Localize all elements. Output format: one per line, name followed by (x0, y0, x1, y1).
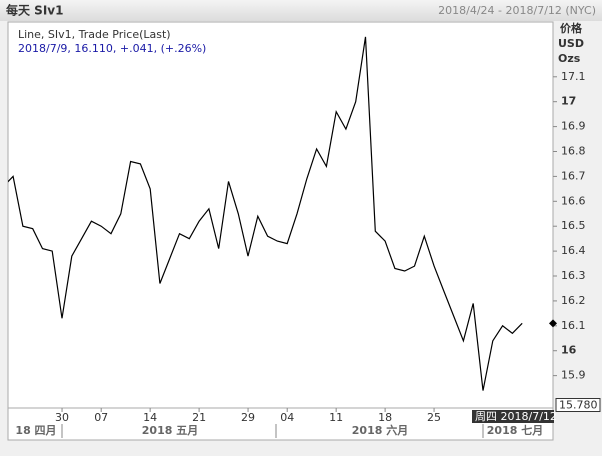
y-tick-label: 16.5 (561, 219, 586, 232)
x-tick-label: 30 (55, 411, 69, 424)
x-tick-label: 14 (143, 411, 157, 424)
month-label: 2018 六月 (352, 423, 408, 437)
bottom-label-box (555, 398, 601, 413)
axis-unit: Ozs (558, 52, 581, 65)
y-tick-label: 16.8 (561, 144, 586, 157)
axis-unit: 价格 (560, 21, 583, 35)
x-tick-label: 25 (427, 411, 441, 424)
y-tick-label: 16.7 (561, 169, 586, 182)
date-range: 2018/4/24 - 2018/7/12 (NYC) (438, 4, 596, 17)
y-tick-label: 16.1 (561, 319, 586, 332)
y-tick-label: 16.6 (561, 194, 586, 207)
bottom-label: 15.780 (559, 399, 598, 412)
y-tick-label: 16.9 (561, 120, 586, 133)
plot-clip (8, 36, 523, 391)
y-tick-label: 16 (561, 344, 577, 357)
cursor-label-box (472, 410, 554, 423)
month-label: 2018 五月 (142, 424, 198, 437)
last-price-marker (549, 319, 557, 328)
y-tick-label: 17 (561, 95, 576, 108)
x-tick-label: 18 (378, 411, 392, 424)
y-tick-label: 15.9 (561, 369, 586, 382)
y-tick-label: 16.2 (561, 294, 586, 307)
y-tick-label: 16.4 (561, 244, 586, 257)
x-tick-label: 21 (192, 411, 206, 424)
y-tick-label: 16.3 (561, 269, 586, 282)
x-axis-area (7, 407, 554, 441)
x-tick-label: 11 (329, 411, 343, 424)
header-bar (0, 0, 602, 21)
legend-detail: 2018/7/9, 16.110, +.041, (+.26%) (18, 42, 206, 55)
legend-title: Line, SIv1, Trade Price(Last) (18, 28, 171, 41)
month-label: 2018 七月 (487, 423, 543, 437)
y-tick-label: 17.1 (561, 70, 586, 83)
x-tick-label: 29 (241, 411, 255, 424)
cursor-label: 周四 2018/7/12 (475, 410, 557, 423)
month-label: 18 四月 (15, 424, 56, 437)
chart-title: 每天 SIv1 (6, 3, 63, 18)
plot-area (7, 21, 554, 409)
x-tick-label: 04 (280, 411, 294, 424)
price-line (8, 36, 523, 391)
axis-unit: USD (558, 37, 584, 50)
x-tick-label: 07 (94, 411, 108, 424)
